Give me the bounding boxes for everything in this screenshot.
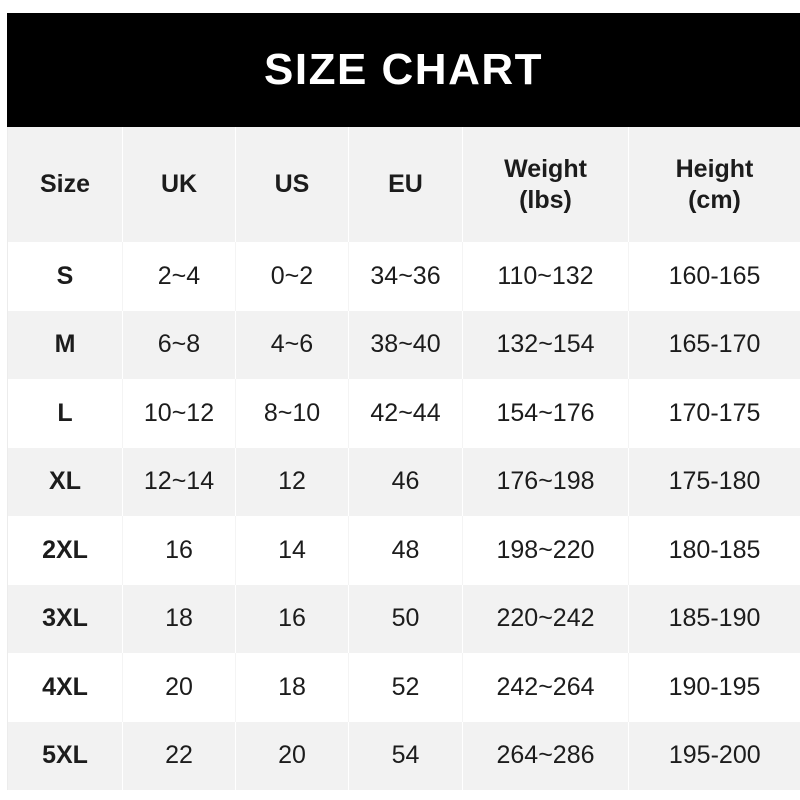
cell-uk: 2~4 — [122, 242, 236, 311]
column-header-uk: UK — [122, 127, 236, 242]
column-header-height-unit: (cm) — [688, 185, 741, 214]
cell-weight: 220~242 — [462, 584, 629, 653]
cell-eu: 34~36 — [348, 242, 463, 311]
cell-height: 185-190 — [628, 584, 800, 653]
cell-weight: 110~132 — [462, 242, 629, 311]
size-chart-table: Size UK US EU Weight (lbs) Height (cm) — [7, 127, 800, 790]
cell-size: 2XL — [7, 516, 123, 585]
cell-weight: 154~176 — [462, 379, 629, 448]
cell-uk: 10~12 — [122, 379, 236, 448]
cell-eu: 54 — [348, 721, 463, 790]
column-header-size: Size — [7, 127, 123, 242]
cell-us: 4~6 — [235, 310, 349, 379]
cell-eu: 50 — [348, 584, 463, 653]
page-title: SIZE CHART — [264, 45, 543, 94]
table-row: S 2~4 0~2 34~36 110~132 160-165 — [7, 242, 800, 311]
cell-weight: 198~220 — [462, 516, 629, 585]
cell-us: 16 — [235, 584, 349, 653]
header-row: Size UK US EU Weight (lbs) Height (cm) — [7, 127, 800, 242]
cell-height: 180-185 — [628, 516, 800, 585]
column-header-weight-label: Weight — [504, 155, 587, 183]
cell-height: 165-170 — [628, 310, 800, 379]
table-row: 3XL 18 16 50 220~242 185-190 — [7, 584, 800, 653]
cell-height: 190-195 — [628, 653, 800, 722]
column-header-height: Height (cm) — [628, 127, 800, 242]
column-header-us-label: US — [274, 170, 310, 199]
cell-weight: 176~198 — [462, 447, 629, 516]
cell-eu: 42~44 — [348, 379, 463, 448]
column-header-height-label: Height — [675, 155, 754, 183]
column-header-weight-unit: (lbs) — [519, 185, 572, 214]
cell-height: 175-180 — [628, 447, 800, 516]
table-row: 2XL 16 14 48 198~220 180-185 — [7, 516, 800, 585]
cell-uk: 22 — [122, 721, 236, 790]
cell-size: S — [7, 242, 123, 311]
title-banner: SIZE CHART — [7, 13, 800, 127]
column-header-uk-label: UK — [160, 170, 198, 199]
cell-eu: 38~40 — [348, 310, 463, 379]
cell-size: 5XL — [7, 721, 123, 790]
cell-weight: 242~264 — [462, 653, 629, 722]
column-header-eu: EU — [348, 127, 463, 242]
cell-us: 8~10 — [235, 379, 349, 448]
table-row: M 6~8 4~6 38~40 132~154 165-170 — [7, 310, 800, 379]
cell-eu: 48 — [348, 516, 463, 585]
cell-weight: 264~286 — [462, 721, 629, 790]
column-header-us: US — [235, 127, 349, 242]
cell-uk: 18 — [122, 584, 236, 653]
column-header-size-label: Size — [39, 170, 91, 199]
cell-uk: 12~14 — [122, 447, 236, 516]
table-row: L 10~12 8~10 42~44 154~176 170-175 — [7, 379, 800, 448]
cell-weight: 132~154 — [462, 310, 629, 379]
cell-size: L — [7, 379, 123, 448]
cell-eu: 46 — [348, 447, 463, 516]
cell-uk: 16 — [122, 516, 236, 585]
cell-us: 18 — [235, 653, 349, 722]
cell-height: 170-175 — [628, 379, 800, 448]
cell-height: 160-165 — [628, 242, 800, 311]
cell-uk: 20 — [122, 653, 236, 722]
table-row: XL 12~14 12 46 176~198 175-180 — [7, 447, 800, 516]
column-header-weight: Weight (lbs) — [462, 127, 629, 242]
cell-us: 14 — [235, 516, 349, 585]
table-header: Size UK US EU Weight (lbs) Height (cm) — [7, 127, 800, 242]
cell-size: 3XL — [7, 584, 123, 653]
table-row: 5XL 22 20 54 264~286 195-200 — [7, 721, 800, 790]
table-row: 4XL 20 18 52 242~264 190-195 — [7, 653, 800, 722]
cell-us: 0~2 — [235, 242, 349, 311]
cell-height: 195-200 — [628, 721, 800, 790]
cell-size: XL — [7, 447, 123, 516]
table-body: S 2~4 0~2 34~36 110~132 160-165 M 6~8 4~… — [7, 242, 800, 790]
cell-us: 12 — [235, 447, 349, 516]
cell-size: M — [7, 310, 123, 379]
cell-size: 4XL — [7, 653, 123, 722]
cell-eu: 52 — [348, 653, 463, 722]
column-header-eu-label: EU — [388, 170, 423, 199]
cell-uk: 6~8 — [122, 310, 236, 379]
cell-us: 20 — [235, 721, 349, 790]
